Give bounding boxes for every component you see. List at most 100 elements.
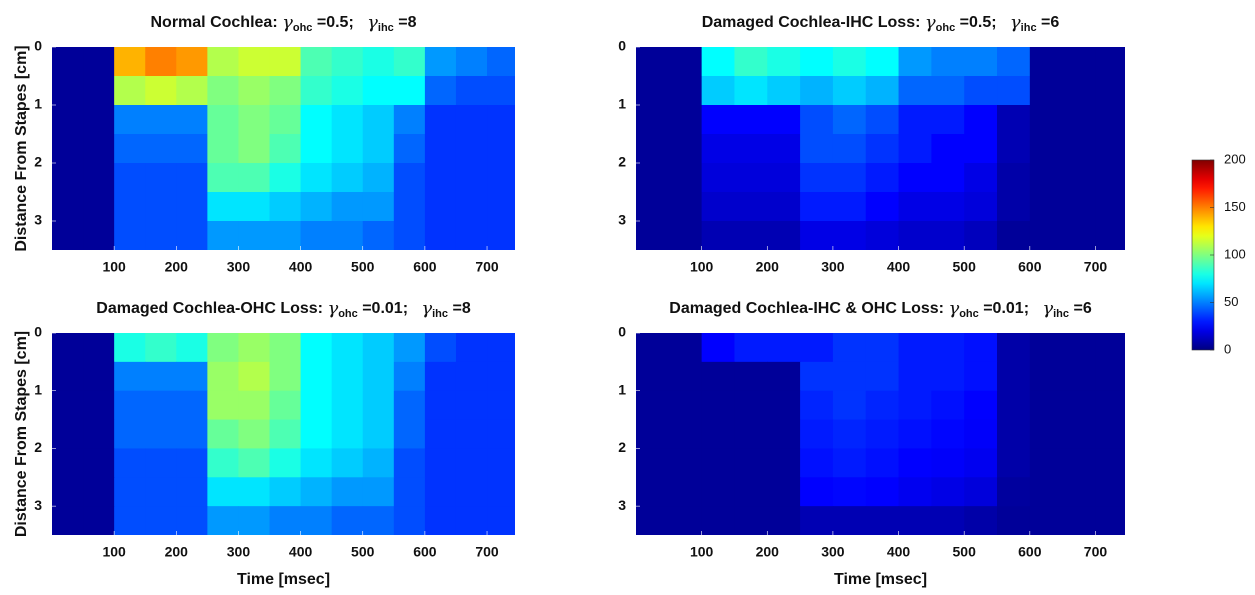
cell [269, 448, 302, 478]
cell [114, 333, 146, 363]
cell [455, 134, 488, 164]
cell [800, 390, 834, 421]
x-tick-label: 100 [690, 544, 714, 560]
cell [964, 361, 998, 392]
cell [331, 361, 364, 392]
cell [331, 419, 364, 449]
title-part: ihc [1053, 308, 1069, 320]
cell [898, 361, 932, 392]
cell [145, 192, 177, 222]
y-tick-label: 0 [34, 324, 42, 340]
cell [964, 105, 998, 135]
cell [362, 105, 395, 135]
cell [176, 47, 208, 77]
cell [362, 448, 395, 478]
cell [734, 506, 768, 535]
cell [455, 361, 488, 392]
cell [300, 448, 333, 478]
cell [636, 448, 670, 478]
cell [964, 47, 998, 77]
cell [832, 361, 867, 392]
x-tick-label: 600 [413, 544, 437, 560]
cell [424, 47, 457, 77]
cell [1095, 477, 1125, 507]
cell [767, 47, 801, 77]
cell [269, 163, 302, 193]
y-tick-label: 2 [618, 154, 626, 170]
cell [964, 76, 998, 106]
cell [997, 419, 1031, 449]
cell [898, 333, 932, 363]
cell [668, 448, 703, 478]
cell [393, 105, 426, 135]
cell [734, 221, 768, 250]
cell [176, 76, 208, 106]
cell [424, 221, 457, 250]
cell [997, 163, 1031, 193]
cell [931, 47, 965, 77]
y-tick-label: 1 [618, 96, 626, 112]
cell [269, 105, 302, 135]
cell [1095, 221, 1125, 250]
title-part: =0.5; [312, 14, 367, 31]
cell [487, 163, 515, 193]
cell [52, 221, 84, 250]
cell [455, 506, 488, 535]
cell [114, 192, 146, 222]
cell [931, 333, 965, 363]
cell [701, 333, 735, 363]
x-tick-label: 500 [953, 544, 977, 560]
cell [487, 333, 515, 363]
title-part: γ [925, 12, 936, 33]
cell [931, 361, 965, 392]
cell [668, 192, 703, 222]
cell [238, 390, 271, 421]
x-tick-label: 200 [165, 259, 189, 275]
cell [52, 419, 84, 449]
cell [997, 390, 1031, 421]
cell [1095, 390, 1125, 421]
colorbar-tick-label: 150 [1224, 199, 1246, 214]
cell [207, 448, 239, 478]
cell [1095, 448, 1125, 478]
cell [300, 47, 333, 77]
cell [668, 163, 703, 193]
cell [1095, 47, 1125, 77]
cell [238, 105, 271, 135]
cell [767, 390, 801, 421]
cell [83, 47, 115, 77]
panel-title: Damaged Cochlea-IHC & OHC Loss: γohc =0.… [669, 298, 1092, 320]
cell [1029, 448, 1064, 478]
x-tick-label: 300 [227, 544, 251, 560]
cell [1095, 506, 1125, 535]
cell [1095, 419, 1125, 449]
cell [636, 47, 670, 77]
cell [207, 105, 239, 135]
cell [393, 333, 426, 363]
cell [668, 76, 703, 106]
cell [832, 47, 867, 77]
cell [455, 163, 488, 193]
cell [424, 105, 457, 135]
cell [52, 134, 84, 164]
cell [1095, 163, 1125, 193]
cell [238, 333, 271, 363]
panel-title: Damaged Cochlea-IHC Loss: γohc =0.5; γih… [702, 12, 1060, 34]
cell [52, 506, 84, 535]
cell [424, 76, 457, 106]
cell [832, 192, 867, 222]
x-tick-label: 300 [227, 259, 251, 275]
cell [636, 477, 670, 507]
title-part: Normal Cochlea: [151, 14, 283, 31]
cell [114, 221, 146, 250]
cell [1062, 105, 1096, 135]
title-part: ohc [959, 308, 979, 320]
cell [767, 134, 801, 164]
cell [1095, 361, 1125, 392]
title-part: =8 [394, 14, 417, 31]
cell [238, 192, 271, 222]
y-tick-label: 0 [34, 38, 42, 54]
cell [362, 76, 395, 106]
cell [997, 76, 1031, 106]
y-tick-label: 1 [34, 96, 42, 112]
